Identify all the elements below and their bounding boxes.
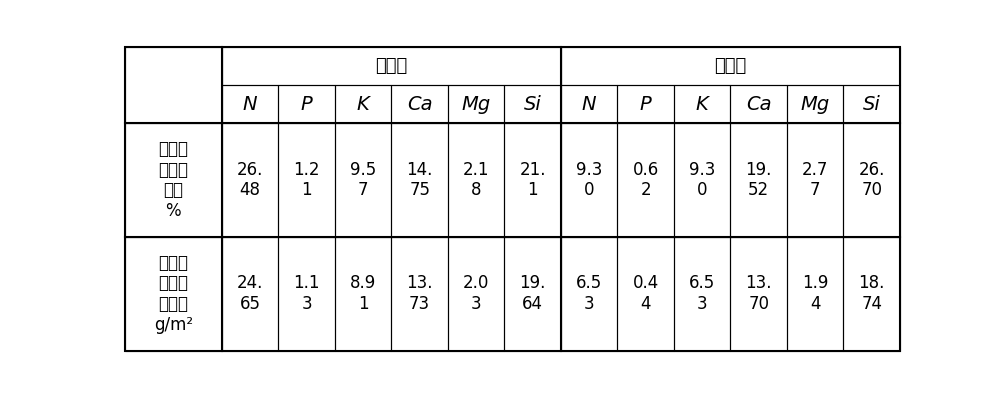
Bar (843, 85, 900, 123)
Text: Mg: Mg (801, 95, 830, 113)
Bar (730, 237, 787, 351)
Text: 2.7
7: 2.7 7 (802, 161, 828, 199)
Text: 0.4
4: 0.4 4 (633, 274, 659, 313)
Bar (504, 123, 561, 237)
Bar (278, 237, 335, 351)
Text: 21.
1: 21. 1 (519, 161, 546, 199)
Text: 14.
75: 14. 75 (406, 161, 433, 199)
Text: Ca: Ca (746, 95, 772, 113)
Text: 单位叶
面积养
分浓度
g/m²: 单位叶 面积养 分浓度 g/m² (154, 254, 193, 334)
Bar (617, 237, 674, 351)
Bar (561, 237, 617, 351)
Text: 13.
73: 13. 73 (406, 274, 433, 313)
Bar (617, 85, 674, 123)
Text: 单位质
量养分
浓度
%: 单位质 量养分 浓度 % (158, 140, 188, 220)
Bar (843, 237, 900, 351)
Bar (125, 237, 222, 351)
Bar (730, 123, 787, 237)
Text: 2.1
8: 2.1 8 (463, 161, 489, 199)
Bar (787, 237, 843, 351)
Text: 6.5
3: 6.5 3 (576, 274, 602, 313)
Text: P: P (640, 95, 652, 113)
Text: Si: Si (524, 95, 542, 113)
Bar (561, 47, 900, 85)
Text: K: K (357, 95, 370, 113)
Text: 1.1
3: 1.1 3 (293, 274, 320, 313)
Text: 26.
48: 26. 48 (237, 161, 263, 199)
Text: 6.5
3: 6.5 3 (689, 274, 715, 313)
Text: 13.
70: 13. 70 (745, 274, 772, 313)
Bar (730, 85, 787, 123)
Text: 8.9
1: 8.9 1 (350, 274, 376, 313)
Text: N: N (582, 95, 597, 113)
Bar (787, 123, 843, 237)
Bar (278, 85, 335, 123)
Text: 1.9
4: 1.9 4 (802, 274, 828, 313)
Bar (391, 85, 448, 123)
Text: 落叶后: 落叶后 (714, 57, 747, 75)
Bar (617, 123, 674, 237)
Text: 9.3
0: 9.3 0 (576, 161, 602, 199)
Text: K: K (696, 95, 709, 113)
Bar (391, 237, 448, 351)
Bar (222, 47, 561, 85)
Bar (504, 237, 561, 351)
Text: Ca: Ca (407, 95, 432, 113)
Bar (448, 237, 504, 351)
Bar (787, 85, 843, 123)
Text: Si: Si (863, 95, 881, 113)
Bar (222, 237, 278, 351)
Bar (448, 123, 504, 237)
Text: 26.
70: 26. 70 (859, 161, 885, 199)
Bar (222, 123, 278, 237)
Bar (674, 237, 730, 351)
Bar (125, 47, 222, 123)
Text: 2.0
3: 2.0 3 (463, 274, 489, 313)
Bar (278, 123, 335, 237)
Bar (448, 85, 504, 123)
Text: 9.5
7: 9.5 7 (350, 161, 376, 199)
Text: 19.
64: 19. 64 (519, 274, 546, 313)
Bar (391, 123, 448, 237)
Text: P: P (301, 95, 313, 113)
Text: 落叶前: 落叶前 (375, 57, 408, 75)
Text: 1.2
1: 1.2 1 (293, 161, 320, 199)
Bar (674, 123, 730, 237)
Text: Mg: Mg (462, 95, 491, 113)
Bar (561, 123, 617, 237)
Text: 19.
52: 19. 52 (746, 161, 772, 199)
Bar (335, 85, 391, 123)
Bar (125, 123, 222, 237)
Text: 24.
65: 24. 65 (237, 274, 263, 313)
Bar (335, 237, 391, 351)
Text: N: N (243, 95, 257, 113)
Bar (222, 85, 278, 123)
Bar (843, 123, 900, 237)
Bar (335, 123, 391, 237)
Text: 0.6
2: 0.6 2 (633, 161, 659, 199)
Bar (674, 85, 730, 123)
Text: 9.3
0: 9.3 0 (689, 161, 715, 199)
Text: 18.
74: 18. 74 (859, 274, 885, 313)
Bar (504, 85, 561, 123)
Bar (561, 85, 617, 123)
